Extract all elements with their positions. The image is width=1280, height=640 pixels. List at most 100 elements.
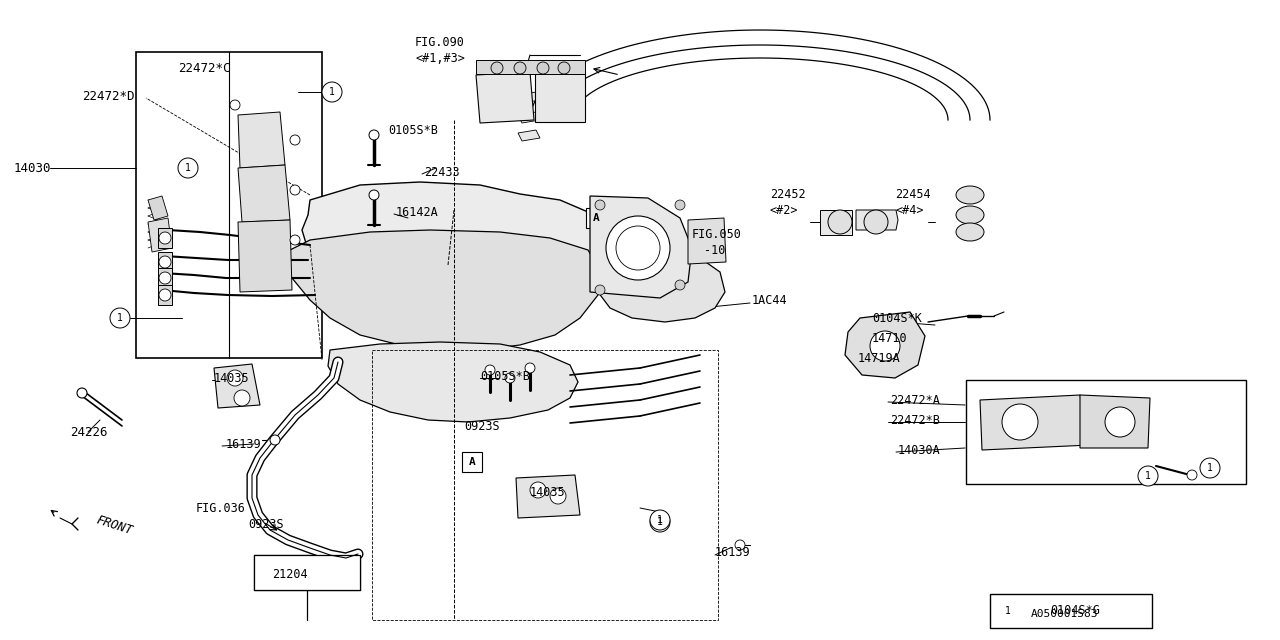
Polygon shape (253, 555, 360, 590)
Text: <#1,#3>: <#1,#3> (415, 51, 465, 65)
Text: 14035: 14035 (214, 371, 250, 385)
Circle shape (650, 510, 669, 530)
Polygon shape (590, 196, 692, 298)
Text: 21204: 21204 (273, 568, 307, 580)
Text: 0923S: 0923S (465, 419, 499, 433)
Circle shape (227, 370, 243, 386)
Circle shape (870, 331, 900, 361)
Text: 14035: 14035 (530, 486, 566, 499)
Text: 22433: 22433 (424, 166, 460, 179)
Circle shape (485, 365, 495, 375)
Circle shape (492, 62, 503, 74)
Polygon shape (280, 230, 600, 350)
Ellipse shape (956, 186, 984, 204)
Text: 0104S*K: 0104S*K (872, 312, 922, 324)
Circle shape (735, 540, 745, 550)
Circle shape (291, 185, 300, 195)
Bar (966, 380, 1245, 484)
Text: 14710: 14710 (872, 332, 908, 344)
Polygon shape (476, 60, 585, 74)
Text: FIG.036: FIG.036 (196, 502, 246, 515)
Circle shape (525, 363, 535, 373)
Ellipse shape (956, 206, 984, 224)
Polygon shape (302, 182, 605, 288)
Text: 22472*D: 22472*D (82, 90, 134, 102)
Circle shape (1138, 466, 1158, 486)
Polygon shape (518, 130, 540, 141)
Circle shape (595, 200, 605, 210)
Polygon shape (516, 475, 580, 518)
Polygon shape (148, 196, 168, 220)
Text: 14719A: 14719A (858, 351, 901, 365)
Polygon shape (157, 268, 172, 288)
Text: 16139: 16139 (716, 545, 750, 559)
Text: 22472*C: 22472*C (178, 61, 230, 74)
Polygon shape (980, 395, 1091, 450)
Polygon shape (845, 312, 925, 378)
Polygon shape (518, 92, 540, 103)
Text: 16139: 16139 (227, 438, 261, 451)
Circle shape (558, 62, 570, 74)
Circle shape (230, 100, 241, 110)
Circle shape (159, 272, 172, 284)
Bar (136, 52, 323, 358)
Text: -10: -10 (704, 244, 726, 257)
Polygon shape (518, 112, 540, 123)
Text: A: A (593, 213, 599, 223)
Text: 22452: 22452 (771, 188, 805, 200)
Circle shape (270, 435, 280, 445)
Circle shape (595, 285, 605, 295)
Circle shape (1187, 470, 1197, 480)
Text: 22472*A: 22472*A (890, 394, 940, 406)
Polygon shape (328, 342, 579, 422)
Polygon shape (238, 112, 285, 168)
Circle shape (530, 482, 547, 498)
Circle shape (77, 388, 87, 398)
Text: 1: 1 (1005, 606, 1011, 616)
Polygon shape (535, 72, 585, 122)
Bar (989, 594, 1152, 628)
Circle shape (1105, 407, 1135, 437)
Polygon shape (157, 252, 172, 272)
Bar (372, 350, 718, 620)
Circle shape (291, 235, 300, 245)
Circle shape (506, 373, 515, 383)
Text: 1: 1 (1146, 471, 1151, 481)
Text: FRONT: FRONT (95, 513, 134, 537)
Circle shape (605, 216, 669, 280)
Text: 16142A: 16142A (396, 205, 439, 218)
Text: 1: 1 (329, 87, 335, 97)
Text: 0105S*B: 0105S*B (480, 369, 530, 383)
Text: FIG.050: FIG.050 (692, 228, 742, 241)
Text: 0923S: 0923S (248, 518, 284, 531)
Circle shape (323, 82, 342, 102)
Circle shape (234, 390, 250, 406)
Circle shape (675, 200, 685, 210)
Text: 22454: 22454 (895, 188, 931, 200)
Polygon shape (689, 218, 726, 264)
Circle shape (291, 135, 300, 145)
Polygon shape (157, 285, 172, 305)
Text: 0104S*G: 0104S*G (1050, 605, 1100, 618)
Text: 1AC44: 1AC44 (753, 294, 787, 307)
Circle shape (864, 210, 888, 234)
Circle shape (110, 308, 131, 328)
Polygon shape (1080, 395, 1149, 448)
Circle shape (538, 62, 549, 74)
Text: 14030: 14030 (14, 161, 51, 175)
Polygon shape (820, 210, 852, 235)
Polygon shape (214, 364, 260, 408)
Circle shape (178, 158, 198, 178)
Text: <#4>: <#4> (895, 204, 923, 216)
Text: FIG.090: FIG.090 (415, 35, 465, 49)
Bar (586, 208, 605, 228)
Text: 1: 1 (657, 515, 663, 525)
Circle shape (369, 130, 379, 140)
Circle shape (159, 256, 172, 268)
Circle shape (998, 601, 1018, 621)
Circle shape (650, 512, 669, 532)
Circle shape (1201, 458, 1220, 478)
Ellipse shape (956, 223, 984, 241)
Circle shape (515, 62, 526, 74)
Circle shape (1002, 404, 1038, 440)
